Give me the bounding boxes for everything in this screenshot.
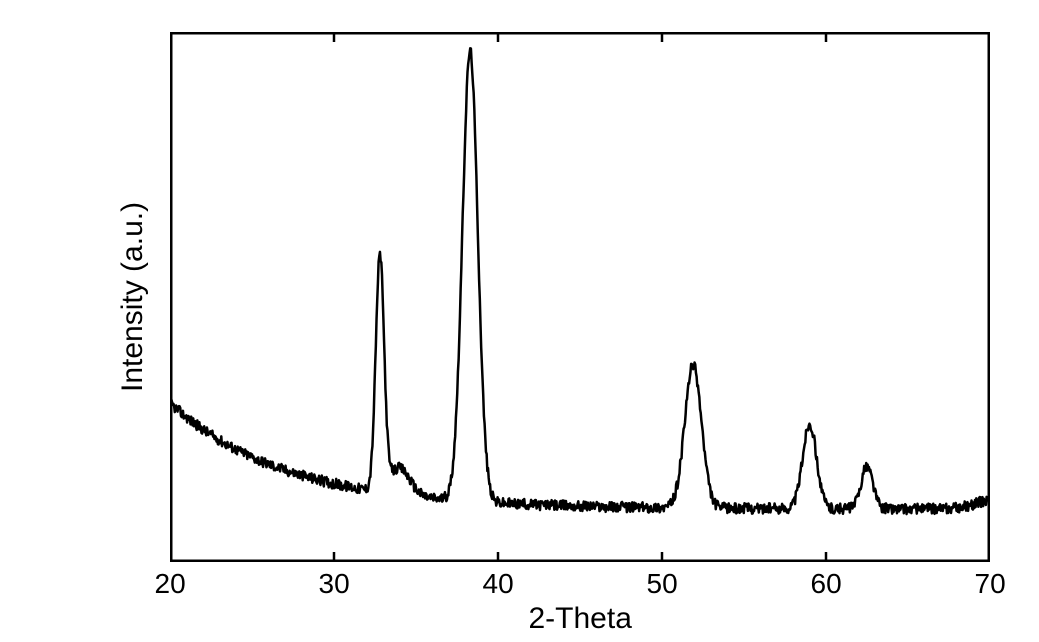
axis-frame: [171, 33, 989, 561]
x-axis-label: 2-Theta: [529, 602, 632, 636]
x-tick-label: 70: [975, 568, 1006, 600]
x-tick-label: 30: [319, 568, 350, 600]
y-axis-label: Intensity (a.u.): [116, 202, 150, 392]
x-tick-label: 50: [647, 568, 678, 600]
xrd-figure: Intensity (a.u.) 2-Theta 20 30 40 50 60 70: [0, 0, 1039, 642]
plot-area: [170, 32, 990, 562]
x-tick-label: 20: [155, 568, 186, 600]
x-tick-label: 40: [483, 568, 514, 600]
xrd-trace: [170, 48, 990, 514]
x-tick-label: 60: [811, 568, 842, 600]
plot-svg: [170, 32, 990, 562]
